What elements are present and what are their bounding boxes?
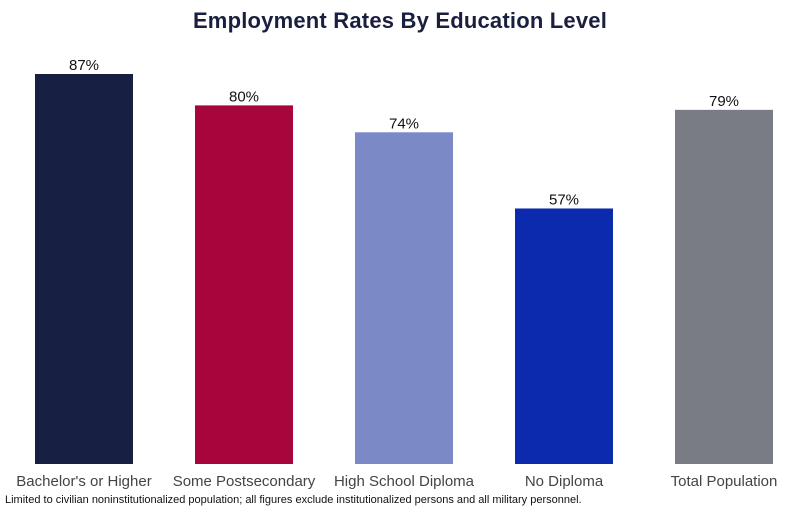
value-label-no-diploma: 57% (549, 191, 579, 208)
value-label-bachelor-s-or-higher: 87% (69, 57, 99, 74)
value-label-total-population: 79% (709, 93, 739, 110)
value-label-high-school-diploma: 74% (389, 115, 419, 132)
bar-bachelor-s-or-higher (35, 74, 133, 464)
category-label-some-postsecondary: Some Postsecondary (173, 473, 316, 490)
category-label-bachelor-s-or-higher: Bachelor's or Higher (16, 473, 151, 490)
bar-no-diploma (515, 208, 613, 464)
category-label-total-population: Total Population (671, 473, 778, 490)
bar-high-school-diploma (355, 132, 453, 464)
category-label-no-diploma: No Diploma (525, 473, 604, 490)
bar-some-postsecondary (195, 105, 293, 465)
category-label-high-school-diploma: High School Diploma (334, 473, 475, 490)
chart-title: Employment Rates By Education Level (192, 8, 608, 33)
value-label-some-postsecondary: 80% (229, 88, 259, 105)
chart-footnote: Limited to civilian noninstitutionalized… (5, 494, 582, 506)
bar-total-population (675, 109, 773, 465)
